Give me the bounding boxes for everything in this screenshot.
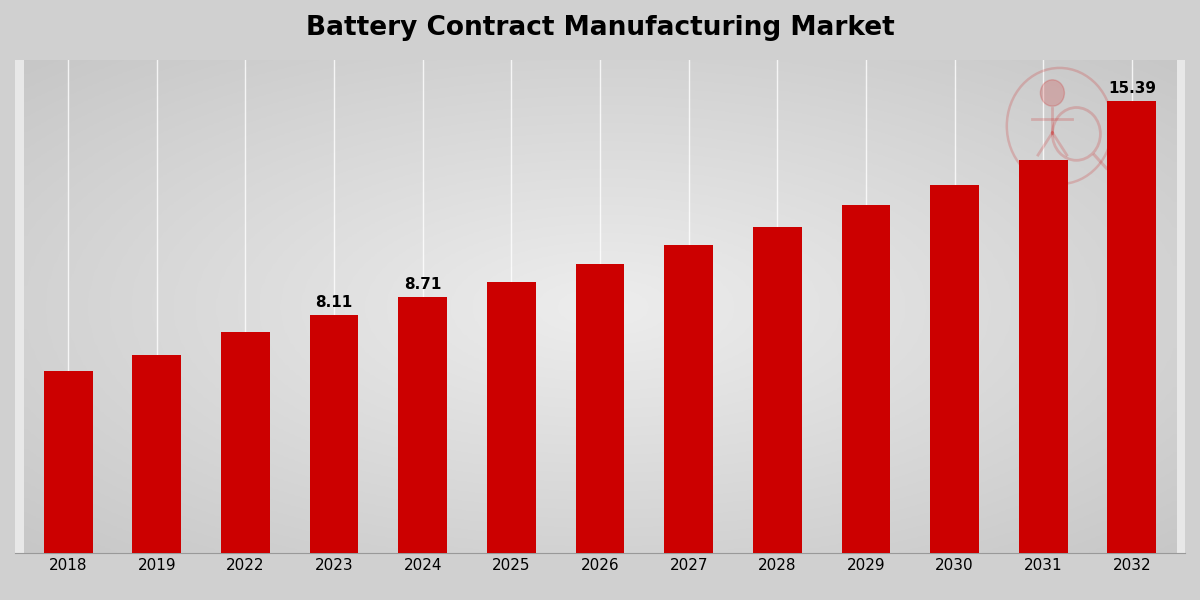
- Bar: [665, 245, 713, 553]
- Bar: [221, 332, 270, 553]
- Title: Battery Contract Manufacturing Market: Battery Contract Manufacturing Market: [306, 15, 894, 41]
- Bar: [576, 264, 624, 553]
- Bar: [930, 185, 979, 553]
- Bar: [1019, 160, 1068, 553]
- Bar: [841, 205, 890, 553]
- Text: 8.71: 8.71: [404, 277, 442, 292]
- Circle shape: [1040, 80, 1064, 106]
- Text: 15.39: 15.39: [1108, 81, 1156, 96]
- Bar: [44, 371, 92, 553]
- Bar: [1108, 101, 1156, 553]
- Bar: [310, 315, 359, 553]
- Bar: [398, 298, 448, 553]
- Text: 8.11: 8.11: [316, 295, 353, 310]
- Bar: [487, 281, 535, 553]
- Bar: [132, 355, 181, 553]
- Bar: [752, 227, 802, 553]
